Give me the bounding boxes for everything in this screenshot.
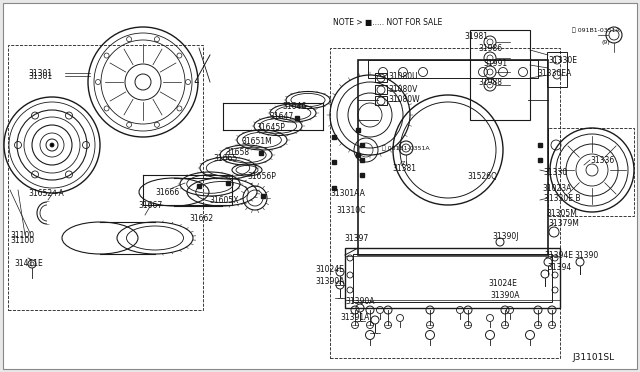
Text: 31526Q: 31526Q: [467, 171, 497, 180]
Text: 31301: 31301: [28, 71, 52, 80]
Text: 31080V: 31080V: [388, 84, 417, 93]
Text: 31667: 31667: [138, 201, 163, 209]
Bar: [47, 202, 62, 224]
Text: 31310C: 31310C: [336, 205, 365, 215]
Text: (9): (9): [601, 39, 610, 45]
Text: 31080W: 31080W: [388, 94, 420, 103]
Text: 31646: 31646: [282, 102, 307, 110]
Bar: [353, 254, 552, 302]
Text: 31391A: 31391A: [340, 314, 369, 323]
Text: 31666: 31666: [155, 187, 179, 196]
Text: 31605X: 31605X: [209, 196, 239, 205]
Text: 31988: 31988: [478, 77, 502, 87]
Bar: [548, 128, 634, 216]
Text: 31336: 31336: [590, 155, 614, 164]
Bar: [547, 52, 567, 87]
Bar: [375, 85, 387, 94]
Text: 31023A: 31023A: [542, 183, 572, 192]
Text: 31301: 31301: [28, 68, 52, 77]
Bar: [8, 45, 203, 310]
Text: 31330EA: 31330EA: [537, 68, 572, 77]
Text: 31394: 31394: [547, 263, 572, 273]
Bar: [375, 73, 387, 82]
Text: 31991: 31991: [483, 58, 507, 67]
Text: Ⓑ 091B1-0351A: Ⓑ 091B1-0351A: [572, 27, 620, 33]
Text: 31379M: 31379M: [548, 218, 579, 228]
Text: 31390A: 31390A: [345, 298, 374, 307]
Text: 31656P: 31656P: [247, 171, 276, 180]
Text: 31330E B: 31330E B: [544, 193, 580, 202]
Text: 31080U: 31080U: [388, 71, 418, 80]
Text: 31665: 31665: [213, 154, 237, 163]
Text: 31986: 31986: [478, 44, 502, 52]
Text: 31100: 31100: [10, 231, 34, 240]
Text: 31330: 31330: [543, 167, 567, 176]
Text: 31390: 31390: [574, 250, 598, 260]
Text: 31100: 31100: [10, 235, 34, 244]
Text: J31101SL: J31101SL: [572, 353, 614, 362]
Bar: [358, 60, 548, 255]
Text: 31394E: 31394E: [544, 250, 573, 260]
Text: 31652+A: 31652+A: [28, 189, 64, 198]
Text: 31662: 31662: [189, 214, 213, 222]
Text: 31397: 31397: [344, 234, 368, 243]
Text: 31411E: 31411E: [14, 259, 43, 267]
Text: 31390A: 31390A: [490, 291, 520, 299]
Text: 31390A: 31390A: [315, 278, 344, 286]
Text: NOTE > ■..... NOT FOR SALE: NOTE > ■..... NOT FOR SALE: [333, 17, 442, 26]
Text: 31390J: 31390J: [492, 231, 518, 241]
Text: Ⓑ 081B1-0351A: Ⓑ 081B1-0351A: [382, 145, 429, 151]
Text: 31645P: 31645P: [256, 122, 285, 131]
Circle shape: [50, 143, 54, 147]
Text: 31981: 31981: [464, 32, 488, 41]
Bar: [330, 48, 560, 358]
Text: (7): (7): [400, 160, 409, 166]
Bar: [375, 96, 387, 105]
Text: 31024E: 31024E: [315, 266, 344, 275]
Text: 31024E: 31024E: [488, 279, 517, 288]
Text: 31647: 31647: [269, 112, 293, 121]
Text: 31381: 31381: [392, 164, 416, 173]
Text: 31305M: 31305M: [546, 208, 577, 218]
Text: 31651M: 31651M: [241, 137, 272, 145]
Text: 31658: 31658: [225, 148, 249, 157]
Bar: [345, 248, 560, 308]
Bar: [368, 60, 538, 78]
Bar: [470, 30, 530, 120]
Text: 31301AA: 31301AA: [330, 189, 365, 198]
Text: 31330E: 31330E: [548, 55, 577, 64]
